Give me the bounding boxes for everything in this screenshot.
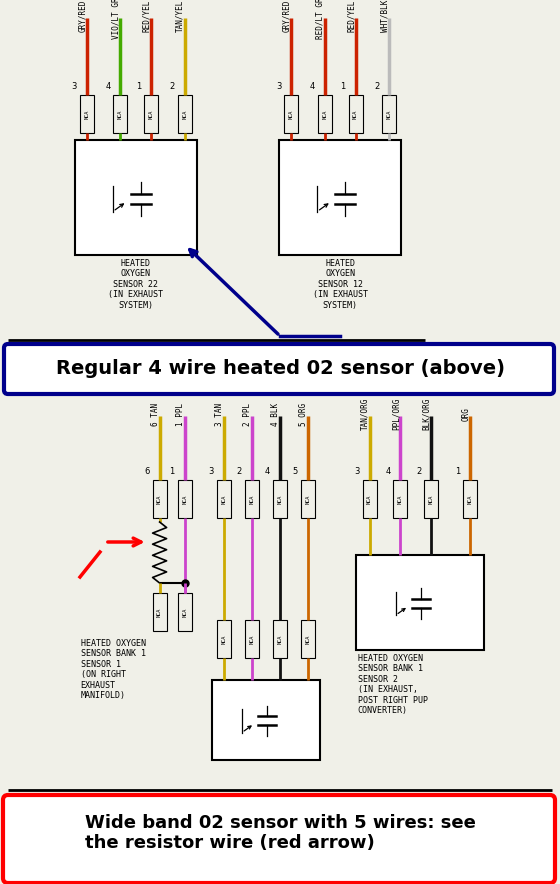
Text: HEATED
OXYGEN
SENSOR 12
(IN EXHAUST
SYSTEM): HEATED OXYGEN SENSOR 12 (IN EXHAUST SYST… bbox=[312, 259, 368, 309]
Text: PPL/ORG: PPL/ORG bbox=[391, 398, 400, 431]
Text: TAN/YEL: TAN/YEL bbox=[176, 0, 185, 32]
Text: NCA: NCA bbox=[468, 494, 473, 504]
Text: RED/YEL: RED/YEL bbox=[142, 0, 151, 32]
Text: 5: 5 bbox=[293, 467, 298, 476]
Text: NCA: NCA bbox=[323, 110, 327, 118]
Text: NCA: NCA bbox=[157, 607, 162, 617]
Bar bbox=[284, 95, 298, 133]
Text: 4: 4 bbox=[265, 467, 270, 476]
Text: NCA: NCA bbox=[387, 110, 391, 118]
Text: NCA: NCA bbox=[367, 494, 372, 504]
Bar bbox=[212, 680, 320, 760]
Text: NCA: NCA bbox=[85, 110, 89, 118]
Text: 1: 1 bbox=[340, 82, 346, 91]
Text: 1 PPL: 1 PPL bbox=[176, 402, 185, 425]
Text: 2: 2 bbox=[374, 82, 379, 91]
Bar bbox=[144, 95, 158, 133]
Bar bbox=[178, 95, 192, 133]
FancyBboxPatch shape bbox=[3, 795, 555, 883]
Bar bbox=[301, 480, 315, 518]
Bar bbox=[273, 620, 287, 658]
Text: NCA: NCA bbox=[289, 110, 293, 118]
Bar bbox=[424, 480, 438, 518]
Text: 1: 1 bbox=[136, 82, 141, 91]
Text: 4: 4 bbox=[385, 467, 390, 476]
Bar bbox=[279, 140, 401, 255]
Text: NCA: NCA bbox=[222, 494, 226, 504]
Bar bbox=[113, 95, 127, 133]
Text: NCA: NCA bbox=[149, 110, 153, 118]
Bar bbox=[301, 620, 315, 658]
Bar bbox=[318, 95, 332, 133]
Text: 4: 4 bbox=[105, 82, 110, 91]
FancyBboxPatch shape bbox=[4, 344, 554, 394]
Text: 1: 1 bbox=[455, 467, 460, 476]
Bar bbox=[356, 555, 484, 650]
Text: 3 TAN: 3 TAN bbox=[215, 402, 224, 425]
Bar bbox=[80, 95, 94, 133]
Text: 4: 4 bbox=[310, 82, 315, 91]
Text: 3: 3 bbox=[72, 82, 77, 91]
Text: Regular 4 wire heated 02 sensor (above): Regular 4 wire heated 02 sensor (above) bbox=[55, 360, 505, 378]
Text: VIO/LT GRN: VIO/LT GRN bbox=[111, 0, 120, 39]
Text: NCA: NCA bbox=[278, 635, 282, 644]
Text: 2 PPL: 2 PPL bbox=[243, 402, 252, 425]
Text: ORG: ORG bbox=[461, 407, 470, 421]
Text: WHT/BLK: WHT/BLK bbox=[380, 0, 389, 32]
Text: NCA: NCA bbox=[183, 494, 187, 504]
Text: 2: 2 bbox=[416, 467, 421, 476]
Text: NCA: NCA bbox=[250, 635, 254, 644]
Text: 3: 3 bbox=[276, 82, 281, 91]
Text: NCA: NCA bbox=[183, 607, 187, 617]
Text: NCA: NCA bbox=[157, 494, 162, 504]
Text: 4 BLK: 4 BLK bbox=[271, 402, 280, 425]
Text: 3: 3 bbox=[354, 467, 360, 476]
Text: GRY/RED: GRY/RED bbox=[282, 0, 291, 32]
Text: 6: 6 bbox=[144, 467, 150, 476]
Bar bbox=[382, 95, 396, 133]
Bar bbox=[273, 480, 287, 518]
Bar bbox=[245, 620, 259, 658]
Text: 2: 2 bbox=[170, 82, 175, 91]
Bar bbox=[463, 480, 477, 518]
Text: 5 ORG: 5 ORG bbox=[299, 402, 308, 425]
Text: 2: 2 bbox=[237, 467, 242, 476]
Text: 6 TAN: 6 TAN bbox=[151, 402, 160, 425]
Bar bbox=[75, 140, 197, 255]
Text: NCA: NCA bbox=[118, 110, 123, 118]
Text: NCA: NCA bbox=[429, 494, 433, 504]
Text: RED/YEL: RED/YEL bbox=[347, 0, 356, 32]
Text: NCA: NCA bbox=[222, 635, 226, 644]
Text: HEATED
OXYGEN
SENSOR 22
(IN EXHAUST
SYSTEM): HEATED OXYGEN SENSOR 22 (IN EXHAUST SYST… bbox=[108, 259, 164, 309]
Bar bbox=[152, 480, 167, 518]
Bar bbox=[217, 480, 231, 518]
Text: HEATED OXYGEN
SENSOR BANK 1
SENSOR 2
(IN EXHAUST,
POST RIGHT PUP
CONVERTER): HEATED OXYGEN SENSOR BANK 1 SENSOR 2 (IN… bbox=[358, 654, 428, 715]
Text: Wide band 02 sensor with 5 wires: see
the resistor wire (red arrow): Wide band 02 sensor with 5 wires: see th… bbox=[85, 813, 475, 852]
Text: RED/LT GRN: RED/LT GRN bbox=[316, 0, 325, 39]
Bar bbox=[393, 480, 407, 518]
Text: NCA: NCA bbox=[353, 110, 358, 118]
Text: 3: 3 bbox=[209, 467, 214, 476]
Bar bbox=[245, 480, 259, 518]
Text: BLK/ORG: BLK/ORG bbox=[422, 398, 431, 431]
Text: NCA: NCA bbox=[306, 494, 310, 504]
Bar bbox=[217, 620, 231, 658]
Text: TAN/ORG: TAN/ORG bbox=[361, 398, 370, 431]
Text: NCA: NCA bbox=[306, 635, 310, 644]
Bar bbox=[363, 480, 376, 518]
Text: NCA: NCA bbox=[250, 494, 254, 504]
Bar bbox=[152, 593, 167, 631]
Bar bbox=[178, 593, 192, 631]
Bar bbox=[178, 480, 192, 518]
Text: NCA: NCA bbox=[398, 494, 403, 504]
Text: HEATED OXYGEN
SENSOR BANK 1
SENSOR 1
(ON RIGHT
EXHAUST
MANIFOLD): HEATED OXYGEN SENSOR BANK 1 SENSOR 1 (ON… bbox=[81, 639, 146, 700]
Text: NCA: NCA bbox=[183, 110, 187, 118]
Text: NCA: NCA bbox=[278, 494, 282, 504]
Bar bbox=[348, 95, 363, 133]
Text: 1: 1 bbox=[170, 467, 175, 476]
Text: GRY/RED: GRY/RED bbox=[78, 0, 87, 32]
